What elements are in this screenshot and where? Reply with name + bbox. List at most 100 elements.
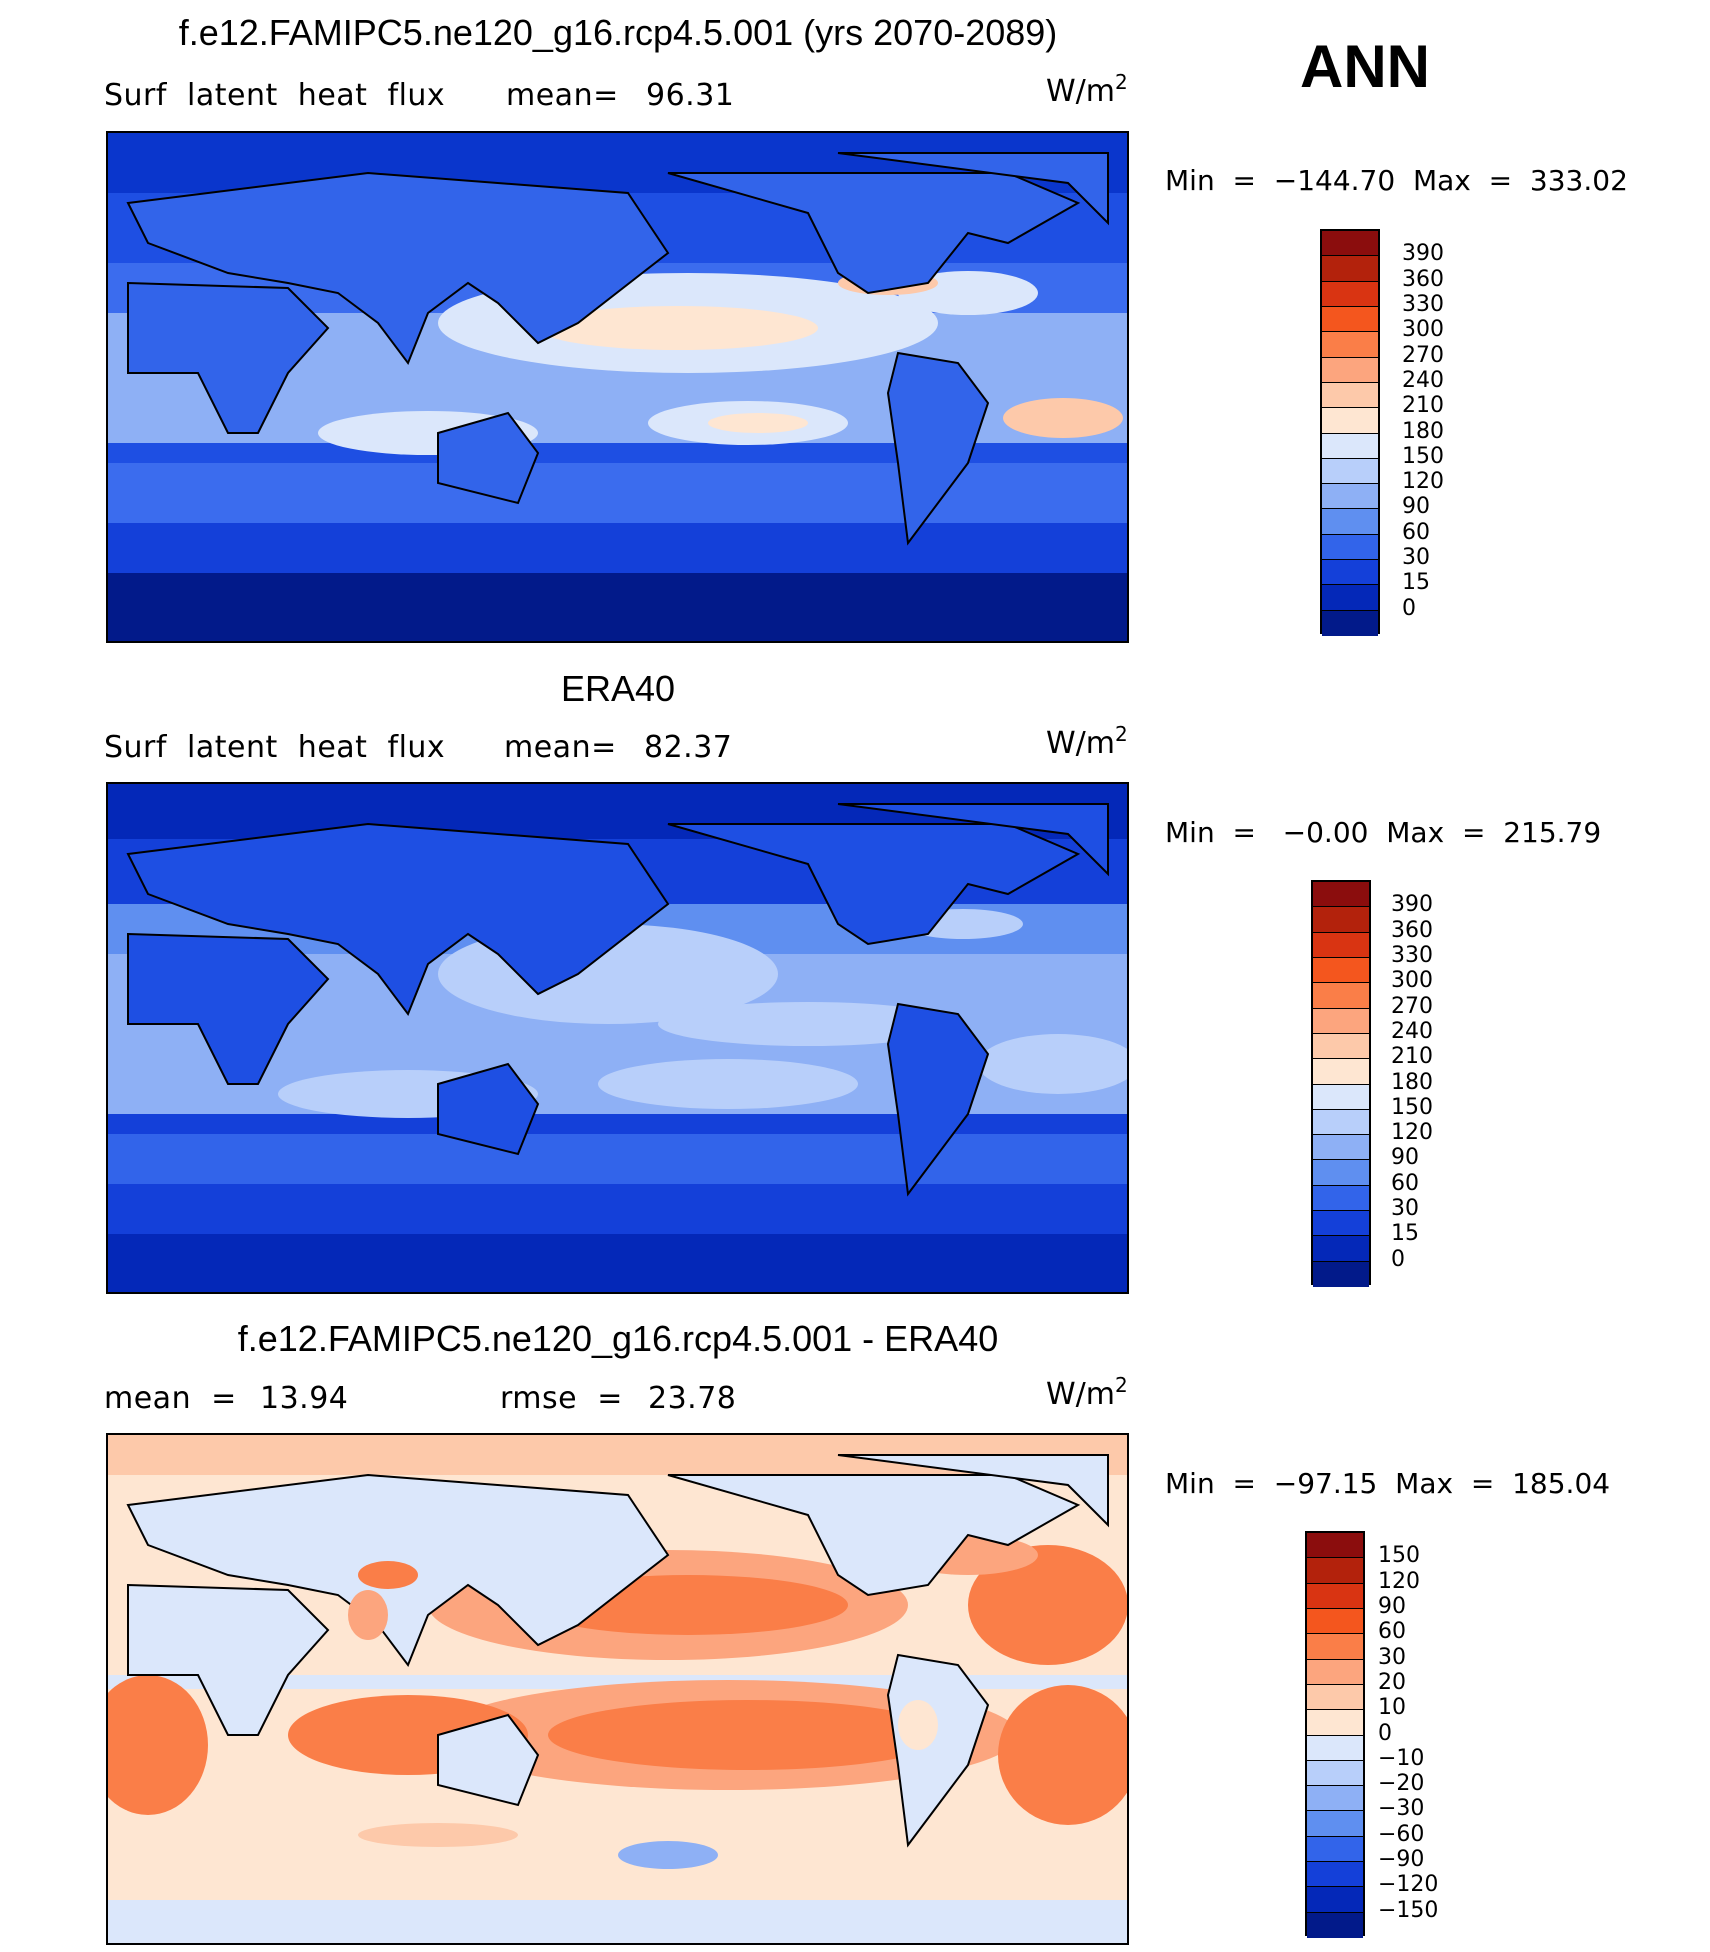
colorbar-tick-label: 60	[1402, 519, 1430, 545]
colorbar-swatch	[1307, 1583, 1363, 1609]
colorbar-tick-label: 15	[1402, 570, 1430, 596]
colorbar-swatch	[1322, 332, 1378, 358]
colorbar-tick-label: 10	[1378, 1695, 1406, 1721]
colorbar-swatch	[1313, 882, 1369, 908]
colorbar-tick-label: 120	[1378, 1568, 1420, 1594]
colorbar-swatch	[1322, 231, 1378, 257]
colorbar-swatch	[1313, 1084, 1369, 1110]
colorbar-swatch	[1313, 932, 1369, 958]
colorbar-tick-label: 360	[1402, 266, 1444, 292]
colorbar-tick-label: 90	[1391, 1145, 1419, 1171]
variable-label: Surf latent heat flux	[104, 730, 446, 765]
min-max-label: Min = −144.70 Max = 333.02	[1165, 164, 1628, 197]
colorbar-tick-label: 270	[1391, 993, 1433, 1019]
colorbar-swatch	[1307, 1887, 1363, 1913]
colorbar-swatch	[1322, 534, 1378, 561]
colorbar-swatch	[1322, 458, 1378, 485]
rmse-value: 23.78	[648, 1381, 737, 1416]
colorbar-swatch	[1322, 256, 1378, 282]
colorbar-tick-label: −60	[1378, 1821, 1425, 1847]
colorbar-swatch	[1307, 1912, 1363, 1938]
panel-title: f.e12.FAMIPC5.ne120_g16.rcp4.5.001 (yrs …	[178, 12, 1058, 53]
colorbar-tick-label: 270	[1402, 342, 1444, 368]
colorbar-swatch	[1322, 382, 1378, 409]
mean-label: mean=	[504, 730, 617, 765]
colorbar-swatch	[1322, 509, 1378, 535]
colorbar-tick-label: 120	[1402, 469, 1444, 495]
colorbar-tick-label: 390	[1391, 892, 1433, 918]
colorbar-tick-label: 180	[1391, 1069, 1433, 1095]
colorbar-swatch	[1307, 1710, 1363, 1736]
colorbar-tick-label: 330	[1391, 942, 1433, 968]
colorbar-swatch	[1322, 610, 1378, 636]
colorbar-tick-label: 210	[1402, 393, 1444, 419]
colorbar-tick-label: 240	[1391, 1018, 1433, 1044]
colorbar-tick-label: 210	[1391, 1044, 1433, 1070]
colorbar-tick-label: −30	[1378, 1796, 1425, 1822]
colorbar-tick-label: 120	[1391, 1120, 1433, 1146]
colorbar-tick-label: 180	[1402, 418, 1444, 444]
colorbar-swatch	[1307, 1760, 1363, 1787]
colorbar-tick-label: 0	[1378, 1720, 1392, 1746]
colorbar-swatch	[1313, 1236, 1369, 1262]
colorbar-tick-label: 30	[1402, 545, 1430, 571]
colorbar-tick-label: 0	[1391, 1246, 1405, 1272]
colorbar-tick-label: 300	[1402, 317, 1444, 343]
colorbar-swatch	[1322, 408, 1378, 434]
mean-label: mean=	[506, 78, 619, 113]
units-label: W/m2	[1046, 1373, 1128, 1412]
colorbar-tick-label: 90	[1378, 1593, 1406, 1619]
colorbar	[1305, 1531, 1365, 1938]
colorbar-swatch	[1307, 1558, 1363, 1584]
colorbar-tick-label: −90	[1378, 1847, 1425, 1873]
colorbar-swatch	[1313, 1109, 1369, 1136]
colorbar-swatch	[1313, 957, 1369, 984]
colorbar-swatch	[1322, 484, 1378, 510]
colorbar-tick-label: 330	[1402, 291, 1444, 317]
colorbar-swatch	[1313, 1160, 1369, 1186]
colorbar-tick-label: 15	[1391, 1221, 1419, 1247]
colorbar-swatch	[1307, 1684, 1363, 1711]
colorbar-swatch	[1307, 1533, 1363, 1559]
colorbar-swatch	[1307, 1608, 1363, 1635]
colorbar-swatch	[1307, 1811, 1363, 1837]
colorbar-tick-label: 240	[1402, 367, 1444, 393]
colorbar-tick-label: 150	[1402, 443, 1444, 469]
colorbar-swatch	[1322, 306, 1378, 333]
colorbar-tick-label: 300	[1391, 968, 1433, 994]
colorbar-tick-label: 360	[1391, 917, 1433, 943]
colorbar	[1311, 880, 1371, 1287]
colorbar-swatch	[1313, 983, 1369, 1009]
colorbar-tick-label: 30	[1391, 1196, 1419, 1222]
min-max-label: Min = −0.00 Max = 215.79	[1165, 816, 1602, 849]
season-label: ANN	[1300, 33, 1430, 100]
colorbar-tick-label: 390	[1402, 241, 1444, 267]
colorbar-swatch	[1313, 1033, 1369, 1060]
colorbar-swatch	[1313, 1211, 1369, 1237]
difference-map	[106, 1433, 1129, 1945]
colorbar-swatch	[1307, 1634, 1363, 1660]
colorbar-swatch	[1322, 357, 1378, 383]
units-label: W/m2	[1046, 722, 1128, 761]
panel-title: f.e12.FAMIPC5.ne120_g16.rcp4.5.001 - ERA…	[237, 1318, 999, 1359]
colorbar-swatch	[1313, 1185, 1369, 1212]
colorbar-swatch	[1313, 1008, 1369, 1034]
colorbar-swatch	[1313, 907, 1369, 933]
colorbar-swatch	[1322, 585, 1378, 611]
min-max-label: Min = −97.15 Max = 185.04	[1165, 1467, 1611, 1500]
colorbar-tick-label: 0	[1402, 595, 1416, 621]
units-label: W/m2	[1046, 70, 1128, 109]
mean-value: 82.37	[644, 730, 733, 765]
colorbar-swatch	[1307, 1786, 1363, 1812]
colorbar-swatch	[1307, 1735, 1363, 1761]
colorbar-swatch	[1307, 1659, 1363, 1685]
colorbar-tick-label: 90	[1402, 494, 1430, 520]
colorbar-tick-label: 60	[1378, 1619, 1406, 1645]
colorbar-tick-label: −20	[1378, 1771, 1425, 1797]
colorbar-tick-label: −10	[1378, 1745, 1425, 1771]
model-map	[106, 131, 1129, 643]
colorbar-swatch	[1313, 1261, 1369, 1287]
colorbar-swatch	[1322, 560, 1378, 586]
colorbar	[1320, 229, 1380, 636]
